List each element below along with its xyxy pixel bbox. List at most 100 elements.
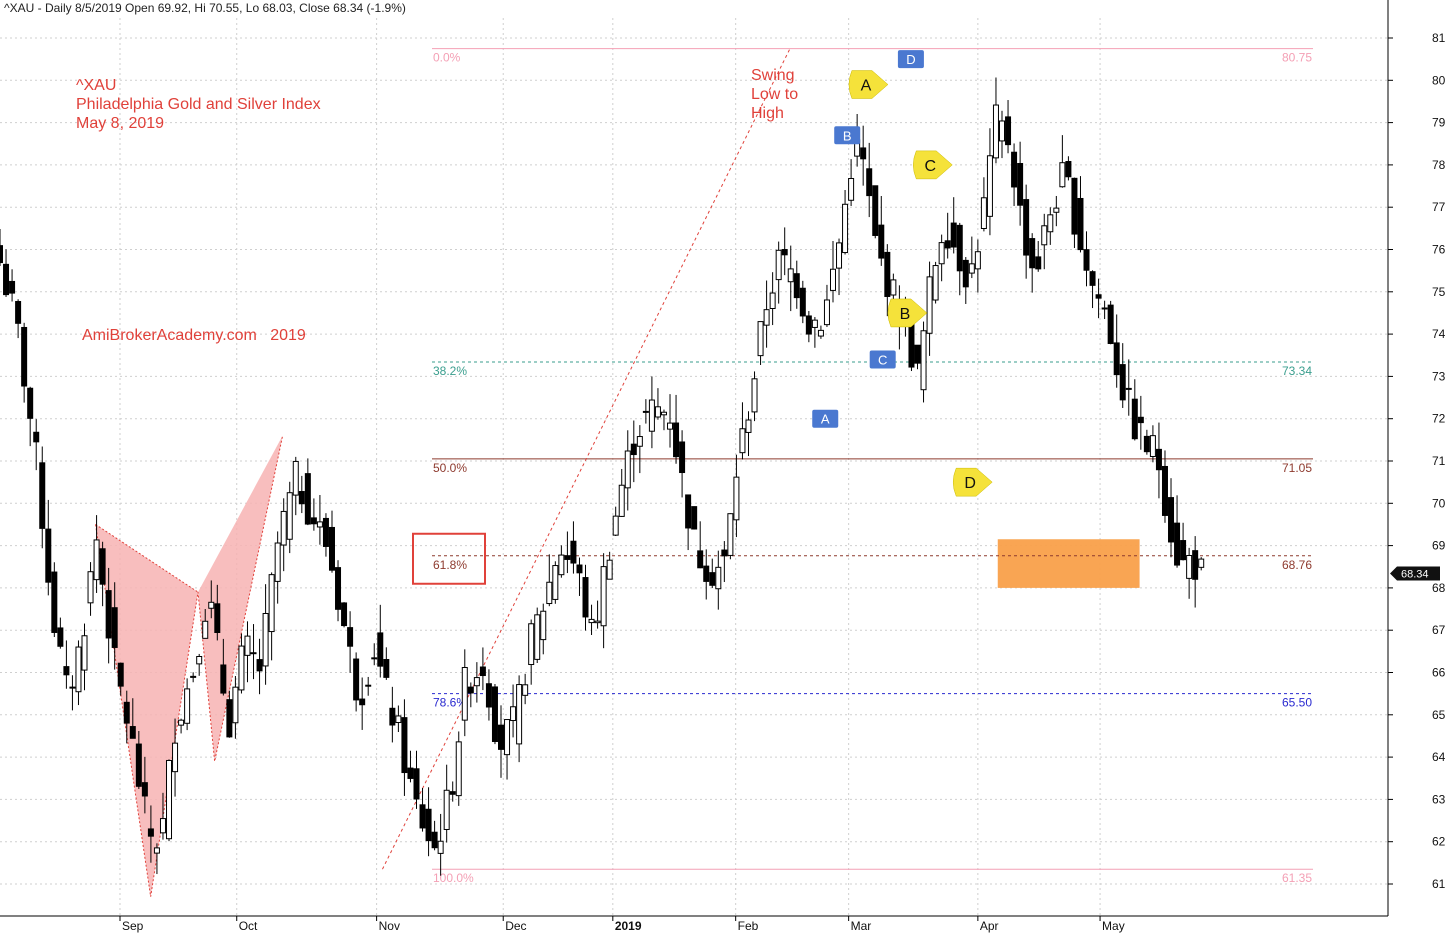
x-tick-label: May <box>1102 919 1125 933</box>
candle-body <box>244 635 251 656</box>
candle-body <box>147 828 154 837</box>
abcd-blue-label: C <box>878 352 887 367</box>
candle-body <box>999 120 1006 142</box>
candle-body <box>1168 497 1175 543</box>
prz-zone <box>997 539 1140 588</box>
candle-body <box>153 847 160 854</box>
candle-body <box>1029 238 1036 269</box>
swing-label-line2: Low to <box>751 86 798 103</box>
candle-body <box>1161 465 1168 516</box>
candle-body <box>135 743 142 787</box>
candle-body <box>449 791 456 795</box>
watermark-text: AmiBrokerAcademy.com 2019 <box>82 327 306 344</box>
fib-level-pct: 61.8% <box>433 558 467 572</box>
x-tick-label: Feb <box>738 919 759 933</box>
candle-body <box>419 804 426 829</box>
y-tick-label: 75 <box>1432 285 1446 299</box>
candle-body <box>63 666 70 676</box>
y-tick-label: 68 <box>1432 581 1446 595</box>
candle-body <box>238 645 245 691</box>
candle-body <box>745 419 752 433</box>
candle-body <box>654 406 661 418</box>
candle-body <box>733 476 740 521</box>
candle-body <box>1053 207 1060 213</box>
candle-body <box>69 686 76 689</box>
candle-body <box>81 635 88 671</box>
fib-level-pct: 50.0% <box>433 461 467 475</box>
fib-level-pct: 100.0% <box>433 871 474 885</box>
x-tick-label: 2019 <box>615 919 642 933</box>
abcd-blue-marker <box>834 126 861 145</box>
candle-body <box>570 540 577 564</box>
candle-body <box>196 655 203 665</box>
candle-body <box>739 428 746 454</box>
candle-body <box>715 566 722 590</box>
y-tick-label: 80 <box>1432 73 1446 87</box>
butterfly-wing-xab <box>95 524 198 897</box>
candle-body <box>190 675 197 678</box>
candle-body <box>123 701 130 724</box>
candle-body <box>1071 177 1078 235</box>
candle-body <box>884 251 891 297</box>
candle-body <box>817 329 824 337</box>
candle-body <box>159 818 166 834</box>
x-tick-label: Dec <box>505 919 526 933</box>
candle-body <box>600 566 607 627</box>
candle-body <box>1180 540 1187 561</box>
candle-body <box>117 662 124 687</box>
candle-body <box>926 276 933 334</box>
y-tick-label: 78 <box>1432 158 1446 172</box>
candle-body <box>75 646 82 693</box>
candle-body <box>1101 307 1108 310</box>
abcd-blue-marker <box>812 409 839 428</box>
candle-body <box>811 319 818 328</box>
candle-body <box>992 104 999 159</box>
candle-body <box>986 155 993 217</box>
candle-body <box>890 279 897 296</box>
candle-body <box>461 667 468 721</box>
candle-body <box>335 567 342 610</box>
candle-body <box>866 168 873 197</box>
swing-trendline <box>382 48 791 870</box>
candle-body <box>872 185 879 236</box>
candle-body <box>437 840 444 854</box>
candle-body <box>51 571 58 633</box>
abcd-yellow-label: C <box>924 158 936 175</box>
candle-body <box>45 528 52 583</box>
fib-highlight-box <box>412 532 486 585</box>
y-tick-label: 81 <box>1432 31 1446 45</box>
candle-body <box>9 280 16 294</box>
candle-body <box>214 603 221 634</box>
y-tick-label: 71 <box>1432 454 1446 468</box>
candle-body <box>0 245 3 264</box>
candle-body <box>781 249 788 256</box>
candle-body <box>298 491 305 505</box>
y-tick-label: 66 <box>1432 666 1446 680</box>
candle-body <box>250 652 257 655</box>
abcd-blue-marker <box>897 50 924 69</box>
chart-title-name: Philadelphia Gold and Silver Index <box>76 96 321 113</box>
y-tick-label: 64 <box>1432 750 1446 764</box>
candle-body <box>15 301 22 324</box>
y-tick-label: 65 <box>1432 708 1446 722</box>
abcd-yellow-label: A <box>861 78 872 95</box>
y-tick-label: 77 <box>1432 200 1446 214</box>
candle-body <box>775 249 782 281</box>
candle-body <box>576 564 583 574</box>
candle-body <box>172 742 179 773</box>
candle-body <box>1095 294 1102 299</box>
candle-body <box>582 577 589 618</box>
x-tick-label: Oct <box>239 919 258 933</box>
y-tick-label: 79 <box>1432 116 1446 130</box>
fib-level-value: 80.75 <box>1282 51 1312 65</box>
candle-body <box>618 484 625 517</box>
candle-body <box>1083 249 1090 271</box>
candle-body <box>280 510 287 546</box>
candle-body <box>274 542 281 582</box>
candle-body <box>1065 160 1072 178</box>
candle-body <box>878 224 885 259</box>
candle-body <box>624 450 631 489</box>
candle-body <box>510 706 517 722</box>
candle-body <box>1047 214 1054 233</box>
